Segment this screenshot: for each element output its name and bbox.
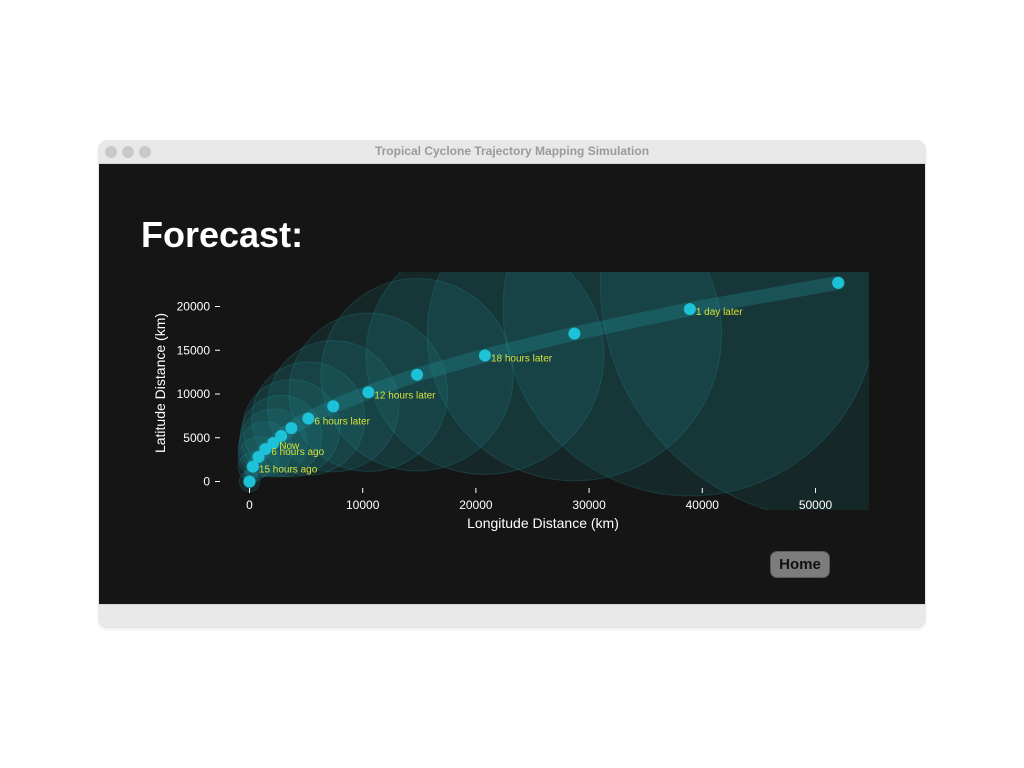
minimize-window-button[interactable] xyxy=(122,146,134,158)
close-window-button[interactable] xyxy=(105,146,117,158)
uncertainty-circle-14 xyxy=(599,272,869,510)
trajectory-point-1 xyxy=(246,460,259,473)
time-label-11: 18 hours later xyxy=(491,354,553,365)
title-bar: Tropical Cyclone Trajectory Mapping Simu… xyxy=(99,141,925,164)
trajectory-point-0 xyxy=(243,475,256,488)
home-button[interactable]: Home xyxy=(770,551,830,578)
x-tick-label: 0 xyxy=(246,498,253,512)
y-tick-label: 5000 xyxy=(183,431,210,445)
trajectory-point-13 xyxy=(683,303,696,316)
trajectory-point-11 xyxy=(478,349,491,362)
page-heading: Forecast: xyxy=(141,214,304,255)
x-tick-label: 30000 xyxy=(572,498,606,512)
trajectory-point-5 xyxy=(275,430,288,442)
y-axis: 0 5000 10000 15000 20000 xyxy=(177,300,220,489)
zoom-window-button[interactable] xyxy=(139,146,151,158)
trajectory-point-12 xyxy=(568,327,581,340)
y-axis-label: Latitude Distance (km) xyxy=(152,313,168,453)
y-tick-label: 15000 xyxy=(177,343,211,357)
window-title: Tropical Cyclone Trajectory Mapping Simu… xyxy=(374,144,650,158)
x-axis-label: Longitude Distance (km) xyxy=(467,515,619,531)
y-tick-label: 10000 xyxy=(177,387,211,401)
trajectory-point-8 xyxy=(327,400,340,413)
time-label-13: 1 day later xyxy=(696,307,743,318)
time-label-3: 6 hours ago xyxy=(271,447,324,458)
time-label-4: Now xyxy=(279,441,300,452)
trajectory-point-10 xyxy=(411,368,424,381)
trajectory-point-2 xyxy=(252,451,265,463)
trajectory-points xyxy=(243,276,845,488)
uncertainty-circle-11 xyxy=(365,272,605,475)
forecast-view: Forecast: 15 hours ago 6 hours ago Now 6 ho… xyxy=(99,164,925,604)
x-axis: 0 10000 20000 30000 40000 50000 xyxy=(246,488,833,512)
time-label-7: 6 hours later xyxy=(314,417,370,428)
y-tick-label: 20000 xyxy=(177,300,211,314)
uncertainty-circle-13 xyxy=(502,272,869,497)
trajectory-point-9 xyxy=(362,386,375,399)
trajectory-point-7 xyxy=(302,412,315,425)
app-window: Tropical Cyclone Trajectory Mapping Simu… xyxy=(99,141,925,627)
y-tick-label: 0 xyxy=(203,475,210,489)
trajectory-point-6 xyxy=(285,422,298,435)
trajectory-point-14 xyxy=(832,276,845,289)
uncertainty-circle-12 xyxy=(426,272,722,482)
time-label-9: 12 hours later xyxy=(374,390,436,401)
trajectory-point-4 xyxy=(267,437,280,449)
window-footer xyxy=(99,604,925,627)
x-tick-label: 50000 xyxy=(799,498,833,512)
time-label-1: 15 hours ago xyxy=(259,465,318,476)
x-tick-label: 10000 xyxy=(346,498,380,512)
x-tick-label: 20000 xyxy=(459,498,493,512)
x-tick-label: 40000 xyxy=(686,498,720,512)
uncertainty-cones xyxy=(237,272,869,510)
